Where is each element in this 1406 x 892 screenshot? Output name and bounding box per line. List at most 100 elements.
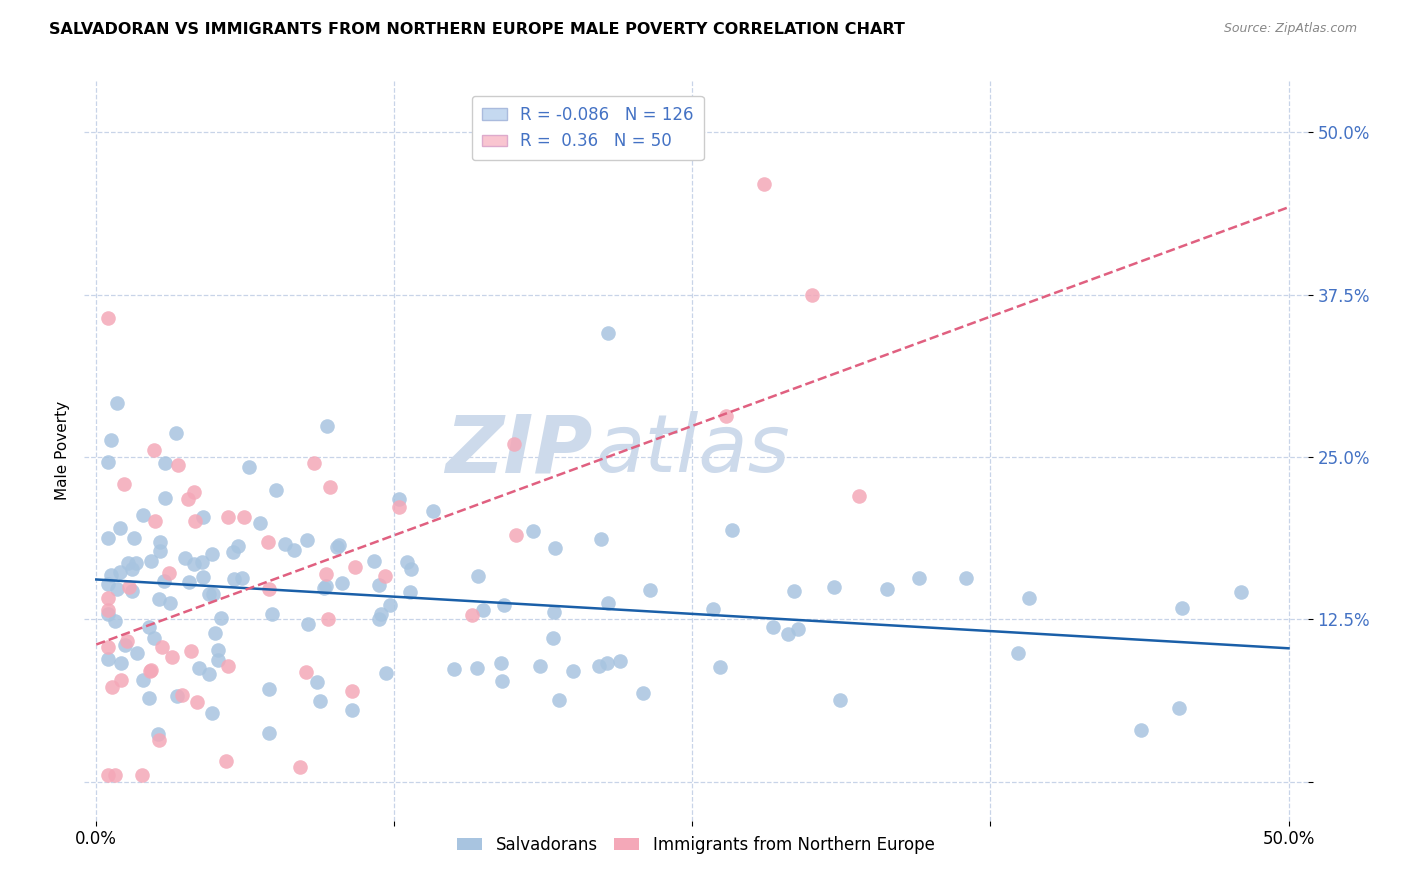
Point [297, 616, 319, 631]
Point [100, 680, 122, 694]
Point [97, 532, 120, 546]
Point [183, 558, 205, 572]
Point [340, 683, 363, 698]
Point [121, 562, 143, 576]
Point [467, 569, 489, 583]
Point [148, 592, 170, 607]
Point [177, 491, 200, 506]
Point [157, 566, 180, 581]
Point [502, 437, 524, 451]
Point [1130, 723, 1153, 737]
Point [100, 434, 122, 448]
Point [153, 456, 176, 470]
Point [105, 582, 128, 597]
Point [183, 514, 205, 528]
Point [139, 554, 162, 568]
Point [491, 674, 513, 689]
Point [209, 610, 232, 624]
Point [183, 485, 205, 500]
Point [201, 706, 224, 720]
Point [340, 702, 363, 716]
Point [124, 531, 146, 545]
Point [249, 516, 271, 530]
Point [138, 690, 160, 705]
Point [104, 768, 127, 782]
Point [202, 587, 225, 601]
Point [399, 562, 422, 576]
Point [422, 503, 444, 517]
Point [370, 607, 392, 621]
Y-axis label: Male Poverty: Male Poverty [55, 401, 70, 500]
Point [264, 483, 287, 497]
Point [97, 310, 120, 325]
Point [709, 660, 731, 674]
Text: SALVADORAN VS IMMIGRANTS FROM NORTHERN EUROPE MALE POVERTY CORRELATION CHART: SALVADORAN VS IMMIGRANTS FROM NORTHERN E… [49, 22, 905, 37]
Point [399, 585, 422, 599]
Point [148, 732, 170, 747]
Point [330, 576, 353, 591]
Point [312, 581, 335, 595]
Point [160, 650, 183, 665]
Point [461, 607, 484, 622]
Point [589, 533, 612, 547]
Point [547, 693, 569, 707]
Point [543, 605, 565, 619]
Point [166, 689, 188, 703]
Point [197, 587, 219, 601]
Point [193, 510, 215, 524]
Point [304, 456, 326, 470]
Point [204, 626, 226, 640]
Point [388, 492, 411, 507]
Point [319, 480, 342, 494]
Point [848, 489, 870, 503]
Point [110, 521, 132, 535]
Point [110, 673, 132, 688]
Point [143, 631, 166, 645]
Point [562, 665, 585, 679]
Point [143, 514, 166, 528]
Point [328, 538, 350, 552]
Point [155, 491, 177, 505]
Point [226, 539, 249, 553]
Point [125, 556, 148, 570]
Point [170, 688, 193, 702]
Point [783, 583, 806, 598]
Point [297, 533, 319, 547]
Point [702, 602, 724, 616]
Point [776, 627, 799, 641]
Point [149, 534, 172, 549]
Point [955, 572, 977, 586]
Point [588, 658, 610, 673]
Point [179, 574, 201, 589]
Point [609, 655, 631, 669]
Point [222, 573, 245, 587]
Point [222, 545, 245, 559]
Point [153, 574, 176, 588]
Point [166, 425, 188, 440]
Point [97, 603, 120, 617]
Point [472, 603, 495, 617]
Point [529, 659, 551, 673]
Point [1018, 591, 1040, 606]
Point [97, 640, 120, 654]
Point [596, 326, 619, 341]
Point [180, 644, 202, 658]
Point [505, 527, 527, 541]
Text: ZIP: ZIP [444, 411, 592, 490]
Point [97, 768, 120, 782]
Point [149, 544, 172, 558]
Point [315, 566, 337, 581]
Point [187, 661, 209, 675]
Point [191, 570, 214, 584]
Point [174, 551, 197, 566]
Point [125, 646, 148, 660]
Point [97, 607, 120, 621]
Point [1007, 646, 1029, 660]
Point [541, 631, 564, 645]
Point [138, 620, 160, 634]
Point [388, 500, 411, 515]
Point [876, 582, 898, 597]
Point [800, 287, 823, 301]
Point [290, 760, 312, 774]
Point [191, 555, 214, 569]
